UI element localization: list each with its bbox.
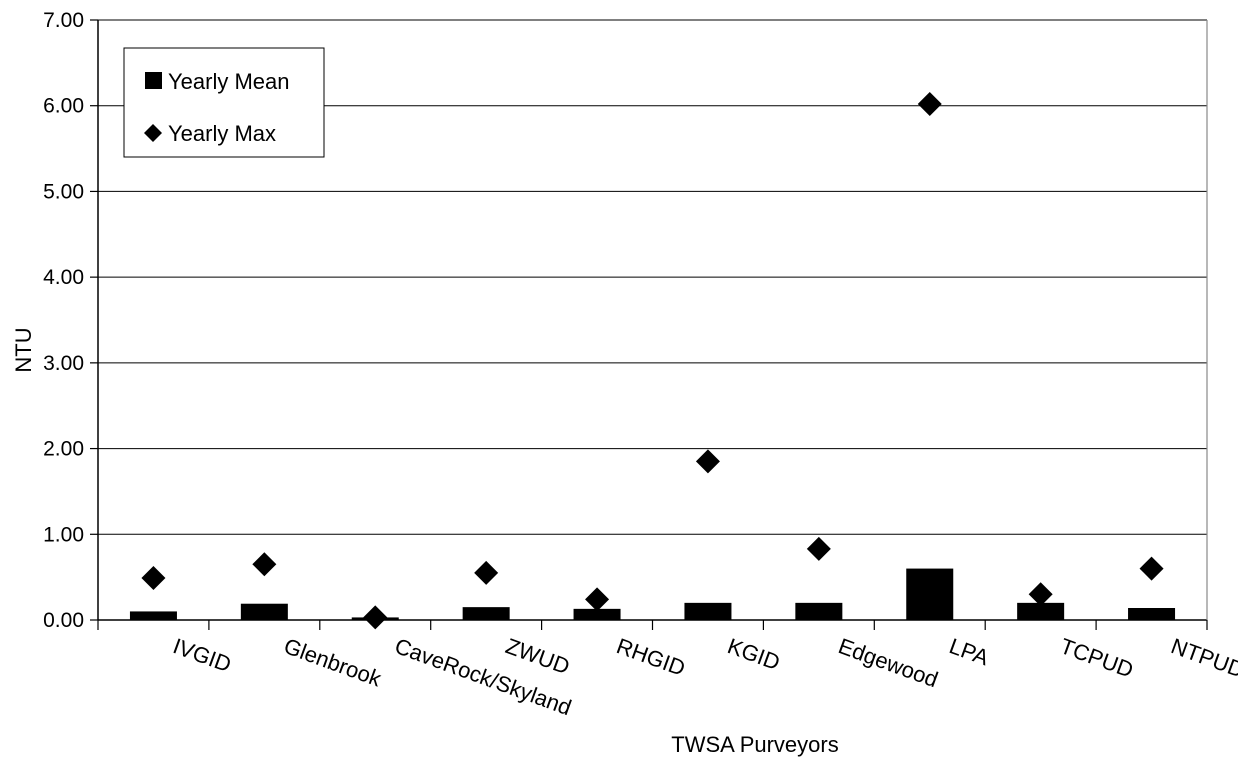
marker-yearly-max — [585, 587, 610, 612]
legend-diamond-marker — [144, 124, 162, 142]
y-tick-label: 4.00 — [43, 266, 84, 289]
marker-yearly-max — [141, 566, 166, 590]
y-tick-label: 2.00 — [43, 438, 84, 461]
bar-series — [129, 568, 1176, 620]
x-axis-title: TWSA Purveyors — [671, 732, 838, 757]
legend: Yearly Mean Yearly Max — [123, 47, 325, 158]
x-tick-label: KGID — [724, 633, 783, 675]
bar-yearly-mean — [906, 568, 954, 620]
x-tick-label: Edgewood — [835, 633, 941, 692]
y-tick-label: 5.00 — [43, 180, 84, 203]
y-tick-label: 3.00 — [43, 352, 84, 375]
marker-yearly-max — [806, 536, 831, 561]
bar-yearly-mean — [684, 602, 732, 620]
x-tick-label: RHGID — [613, 633, 688, 681]
bar-yearly-mean — [240, 603, 288, 620]
legend-box — [123, 47, 325, 158]
marker-yearly-max — [695, 449, 720, 474]
y-tick-label: 6.00 — [43, 95, 84, 118]
x-tick-label: TCPUD — [1057, 633, 1137, 682]
x-tick-label: LPA — [946, 633, 992, 670]
y-axis-title: NTU — [11, 327, 36, 372]
marker-yearly-max — [363, 605, 388, 630]
bar-yearly-mean — [573, 608, 621, 620]
bar-yearly-mean — [795, 602, 843, 620]
marker-yearly-max — [1139, 556, 1164, 581]
y-tick-label: 1.00 — [43, 523, 84, 546]
x-tick-label: ZWUD — [502, 633, 573, 679]
x-tick-label: Glenbrook — [281, 633, 386, 692]
bar-yearly-mean — [129, 611, 177, 620]
bar-yearly-mean — [1017, 602, 1065, 620]
marker-yearly-max — [474, 560, 499, 585]
marker-yearly-max — [1028, 582, 1053, 607]
marker-yearly-max — [252, 552, 277, 577]
legend-label-yearly-mean: Yearly Mean — [168, 69, 289, 94]
marker-series — [141, 92, 1164, 630]
bar-yearly-mean — [462, 607, 510, 620]
marker-yearly-max — [917, 92, 942, 116]
legend-square-marker — [145, 72, 162, 89]
x-tick-label: IVGID — [170, 633, 235, 677]
y-tick-label: 7.00 — [43, 9, 84, 32]
y-tick-label: 0.00 — [43, 609, 84, 632]
bar-yearly-mean — [1128, 608, 1176, 620]
legend-label-yearly-max: Yearly Max — [168, 121, 276, 146]
x-tick-label: NTPUD — [1168, 633, 1238, 682]
y-axis-ticks: 0.00 1.00 2.00 3.00 4.00 5.00 6.00 7.00 — [43, 9, 98, 632]
